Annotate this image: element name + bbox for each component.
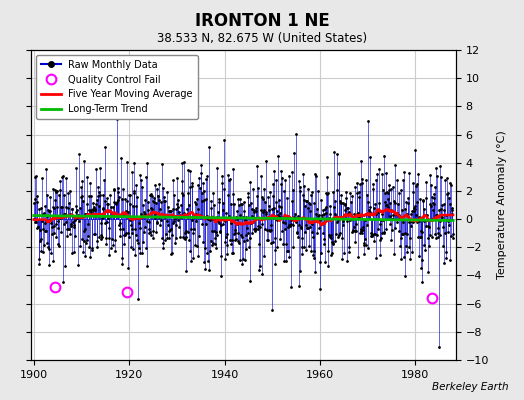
Text: 38.533 N, 82.675 W (United States): 38.533 N, 82.675 W (United States) xyxy=(157,32,367,45)
Legend: Raw Monthly Data, Quality Control Fail, Five Year Moving Average, Long-Term Tren: Raw Monthly Data, Quality Control Fail, … xyxy=(36,55,198,119)
Text: IRONTON 1 NE: IRONTON 1 NE xyxy=(194,12,330,30)
Text: Berkeley Earth: Berkeley Earth xyxy=(432,382,508,392)
Y-axis label: Temperature Anomaly (°C): Temperature Anomaly (°C) xyxy=(497,131,507,279)
